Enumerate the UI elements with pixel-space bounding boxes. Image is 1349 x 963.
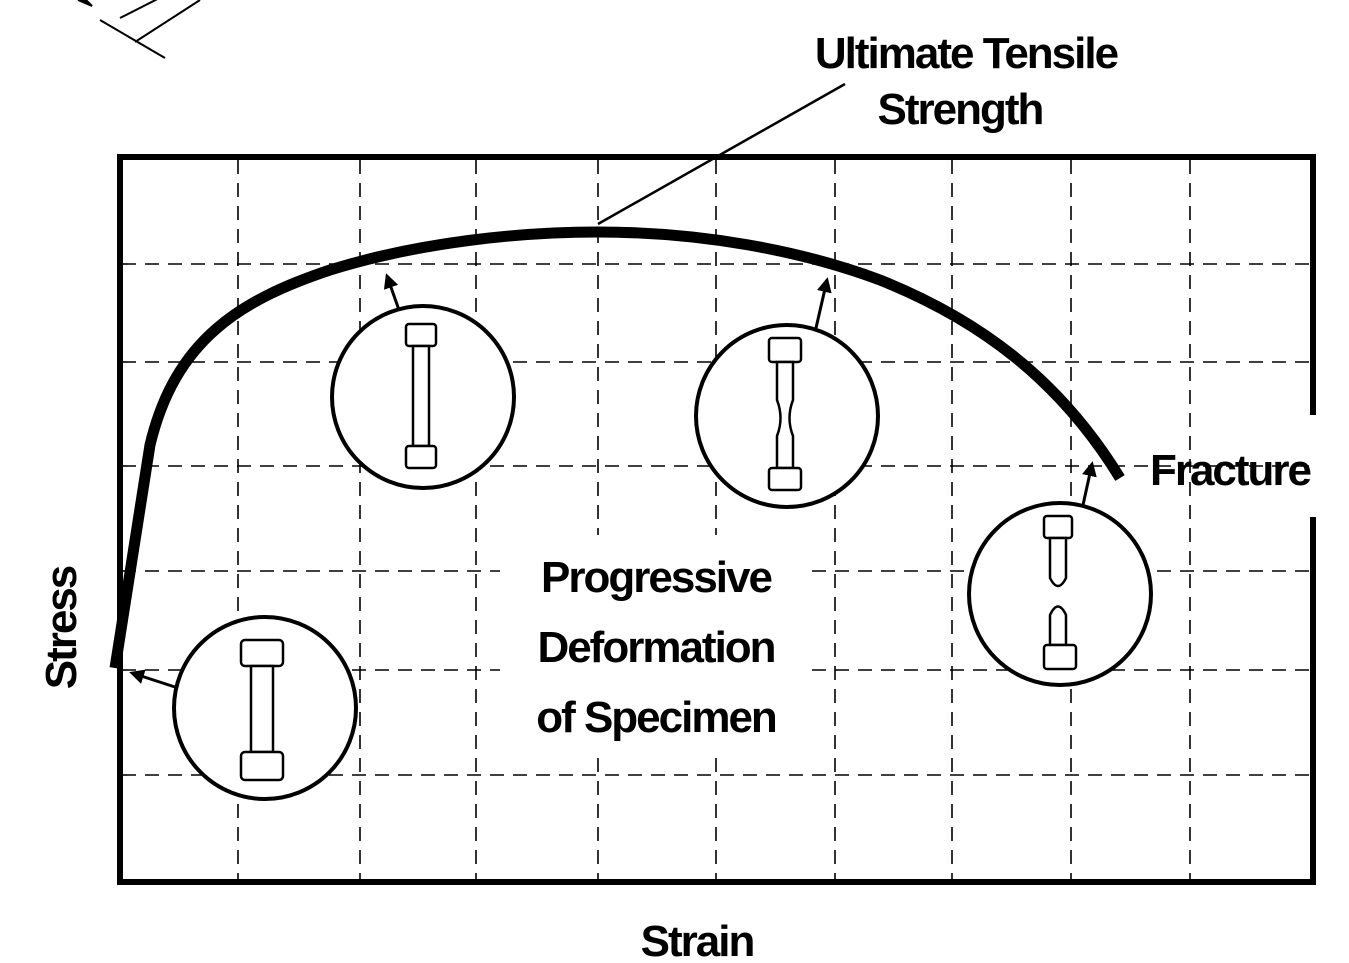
specimen-fracture [969,464,1151,685]
x-axis-label: Strain [641,917,754,963]
uts-label: Strength [878,85,1043,134]
corner-mark [78,0,200,58]
uts-label: Ultimate Tensile [815,29,1118,78]
specimen-necking [696,280,878,507]
center-label: Progressive [541,553,771,602]
center-label: Deformation [537,623,774,672]
specimen-elastic [132,617,356,799]
diagram: Ultimate Tensile Strength Fracture Progr… [0,0,1349,963]
center-label: of Specimen [536,693,776,742]
y-axis-label: Stress [37,566,86,689]
fracture-label: Fracture [1150,446,1311,495]
